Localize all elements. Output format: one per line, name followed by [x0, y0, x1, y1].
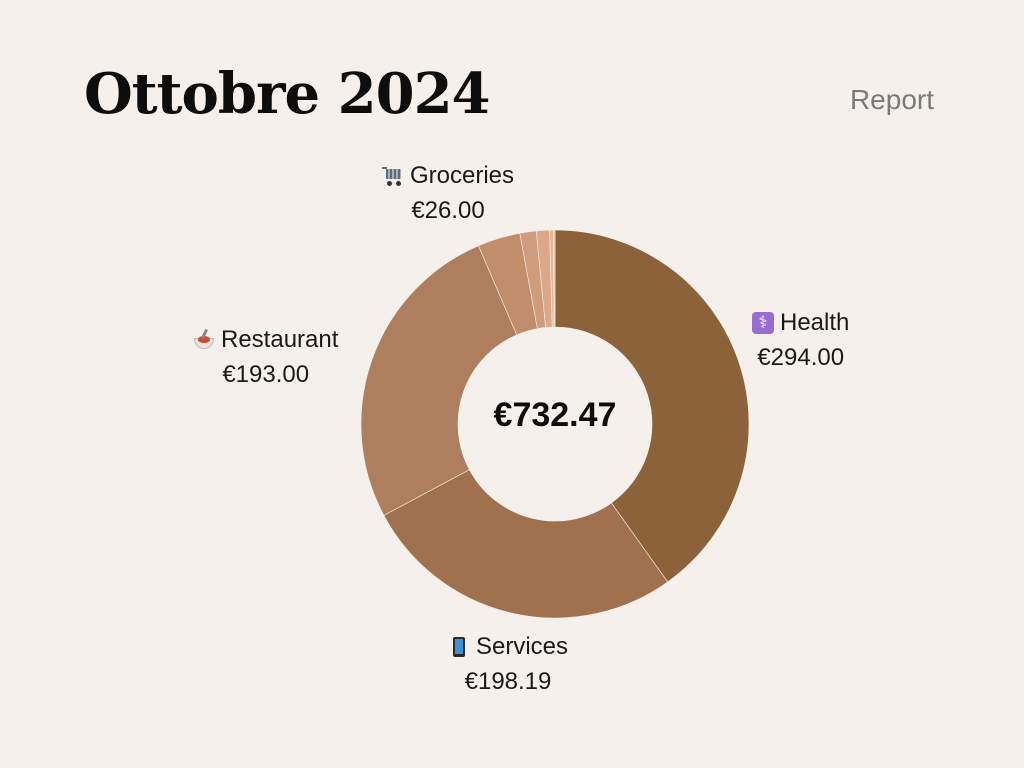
total-amount: €732.47 [493, 396, 617, 434]
slice-name-health: Health [780, 309, 850, 336]
slice-value-services: €198.19 [464, 668, 552, 695]
cart-icon [382, 165, 404, 187]
slice-name-services: Services [476, 633, 569, 660]
page-title: Ottobre 2024 [84, 61, 491, 127]
donut-slice-restaurant [360, 245, 518, 516]
slice-value-groceries: €26.00 [411, 197, 485, 224]
label-restaurant: Restaurant €193.00 [193, 322, 338, 392]
slice-value-health: €294.00 [757, 344, 845, 371]
label-health: ⚕ Health €294.00 [752, 305, 849, 375]
slice-name-restaurant: Restaurant [221, 326, 339, 353]
label-groceries: Groceries €26.00 [382, 158, 514, 228]
donut-slice-services [383, 469, 669, 619]
label-services: Services €198.19 [448, 629, 568, 699]
pasta-icon [193, 328, 215, 351]
slice-value-restaurant: €193.00 [222, 361, 310, 388]
slice-name-groceries: Groceries [410, 162, 515, 189]
report-button[interactable]: Report [849, 84, 934, 115]
health-icon: ⚕ [752, 311, 774, 334]
donut-slice-health [554, 229, 750, 583]
donut-slice-other-7 [553, 229, 556, 328]
phone-icon [448, 636, 470, 658]
